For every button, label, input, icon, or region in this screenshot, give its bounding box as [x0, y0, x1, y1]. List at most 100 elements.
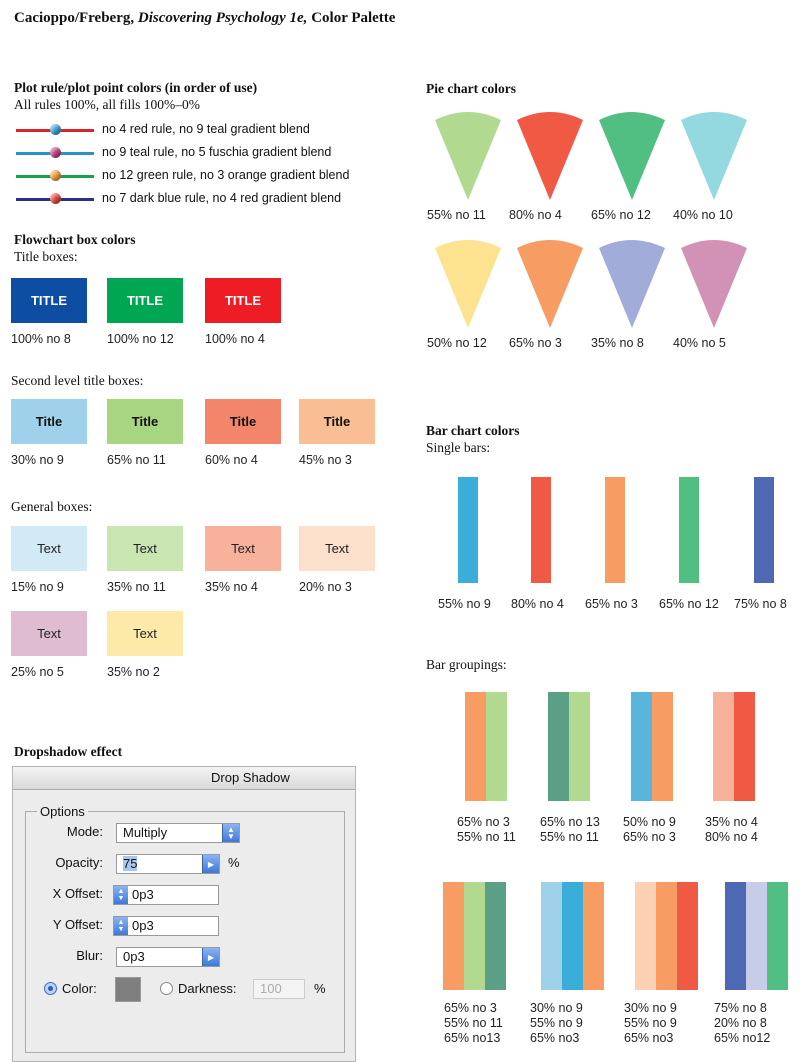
opacity-field[interactable]: 75 ▶ — [116, 854, 220, 874]
grouped-bar — [631, 692, 652, 801]
plot-point-dot — [50, 147, 61, 158]
xoffset-label: X Offset: — [52, 886, 103, 901]
grouped-bar — [485, 882, 506, 990]
bar-caption: 55% no 9 — [438, 597, 491, 611]
drop-shadow-dialog: Drop Shadow Options Mode: Multiply ▲ ▼ Op… — [12, 766, 356, 1062]
general-boxes-label: General boxes: — [11, 499, 93, 514]
plot-rule-row: no 9 teal rule, no 5 fuschia gradient bl… — [14, 142, 384, 164]
plot-point-dot — [50, 124, 61, 135]
general-box: Text — [205, 526, 281, 571]
opacity-unit: % — [228, 855, 240, 870]
darkness-radio[interactable] — [160, 982, 173, 995]
single-bars-label: Single bars: — [426, 440, 491, 455]
chevron-updown-icon: ▲ ▼ — [222, 824, 239, 842]
yoffset-value: 0p3 — [132, 918, 154, 933]
box-caption: 45% no 3 — [299, 453, 352, 467]
stepper-icon[interactable]: ▲ ▼ — [114, 886, 128, 904]
dialog-titlebar — [13, 767, 355, 790]
bar-group-caption: 55% no 11 — [540, 830, 599, 844]
darkness-field[interactable]: 100 — [253, 979, 305, 999]
bar-group-caption: 50% no 9 — [623, 815, 676, 829]
grouped-bar — [541, 882, 562, 990]
box-caption: 100% no 8 — [11, 332, 71, 346]
bar-caption: 75% no 8 — [734, 597, 787, 611]
second-level-box: Title — [11, 399, 87, 444]
bar-group-caption: 20% no 8 — [714, 1016, 767, 1030]
pie-caption: 40% no 5 — [673, 336, 726, 350]
general-box: Text — [11, 526, 87, 571]
xoffset-field[interactable]: ▲ ▼ 0p3 — [113, 885, 219, 905]
plot-rule-row: no 4 red rule, no 9 teal gradient blend — [14, 119, 384, 141]
grouped-bar — [583, 882, 604, 990]
single-bar — [679, 477, 699, 583]
pie-caption: 35% no 8 — [591, 336, 644, 350]
grouped-bar — [465, 692, 486, 801]
box-caption: 65% no 11 — [107, 453, 166, 467]
mode-select[interactable]: Multiply ▲ ▼ — [116, 823, 240, 843]
second-level-label: Second level title boxes: — [11, 373, 144, 388]
grouped-bar — [464, 882, 485, 990]
grouped-bar — [746, 882, 767, 990]
grouped-bar — [443, 882, 464, 990]
grouped-bar — [486, 692, 507, 801]
bar-group-caption: 55% no 9 — [530, 1016, 583, 1030]
title-authors: Cacioppo/Freberg, — [14, 10, 135, 26]
bar-group-caption: 65% no 3 — [444, 1001, 497, 1015]
title-box: TITLE — [205, 278, 281, 323]
mode-label: Mode: — [66, 824, 103, 839]
yoffset-label: Y Offset: — [52, 917, 103, 932]
grouped-bar — [677, 882, 698, 990]
bar-group-caption: 55% no 11 — [457, 830, 516, 844]
pie-wedge-shape — [681, 240, 747, 328]
options-legend: Options — [37, 804, 88, 819]
dropdown-arrow-icon[interactable]: ▶ — [202, 948, 219, 966]
box-caption: 30% no 9 — [11, 453, 64, 467]
rule-label: no 4 red rule, no 9 teal gradient blend — [102, 122, 310, 136]
plot-heading: Plot rule/plot point colors (in order of… — [14, 80, 258, 95]
color-swatch[interactable] — [115, 977, 141, 1002]
dropdown-arrow-icon[interactable]: ▶ — [202, 855, 219, 873]
bar-caption: 65% no 12 — [659, 597, 719, 611]
pie-heading: Pie chart colors — [426, 81, 516, 96]
pie-wedge — [435, 240, 501, 328]
bar-caption: 65% no 3 — [585, 597, 638, 611]
grouped-bar — [767, 882, 788, 990]
document-title: Cacioppo/Freberg, Discovering Psychology… — [14, 10, 395, 27]
pie-caption: 65% no 12 — [591, 208, 651, 222]
color-label: Color: — [62, 981, 97, 996]
title-boxes-label: Title boxes: — [14, 249, 78, 264]
xoffset-value: 0p3 — [132, 887, 154, 902]
bar-group-caption: 65% no3 — [530, 1031, 580, 1045]
blur-label: Blur: — [76, 948, 103, 963]
second-level-box: Title — [107, 399, 183, 444]
box-caption: 100% no 12 — [107, 332, 174, 346]
grouped-bar — [725, 882, 746, 990]
second-level-box: Title — [299, 399, 375, 444]
single-bar — [754, 477, 774, 583]
bar-group-caption: 35% no 4 — [705, 815, 758, 829]
color-radio[interactable] — [44, 982, 57, 995]
plot-subheading: All rules 100%, all fills 100%–0% — [14, 97, 200, 112]
grouped-bar — [734, 692, 755, 801]
pie-wedge — [681, 112, 747, 200]
bar-group-caption: 65% no3 — [624, 1031, 674, 1045]
pie-caption: 40% no 10 — [673, 208, 733, 222]
pie-wedge — [599, 240, 665, 328]
pie-wedge — [681, 240, 747, 328]
stepper-icon[interactable]: ▲ ▼ — [114, 917, 128, 935]
grouped-bar — [656, 882, 677, 990]
general-box: Text — [107, 526, 183, 571]
rule-label: no 7 dark blue rule, no 4 red gradient b… — [102, 191, 342, 205]
pie-caption: 50% no 12 — [427, 336, 487, 350]
yoffset-field[interactable]: ▲ ▼ 0p3 — [113, 916, 219, 936]
blur-field[interactable]: 0p3 ▶ — [116, 947, 220, 967]
pie-wedge-shape — [681, 112, 747, 200]
bar-heading: Bar chart colors — [426, 423, 520, 438]
pie-wedge — [599, 112, 665, 200]
bar-group-caption: 80% no 4 — [705, 830, 758, 844]
pie-wedge-shape — [599, 112, 665, 200]
general-box: Text — [11, 611, 87, 656]
title-box: TITLE — [107, 278, 183, 323]
bar-group-caption: 55% no 11 — [444, 1016, 503, 1030]
bar-group-caption: 30% no 9 — [624, 1001, 677, 1015]
